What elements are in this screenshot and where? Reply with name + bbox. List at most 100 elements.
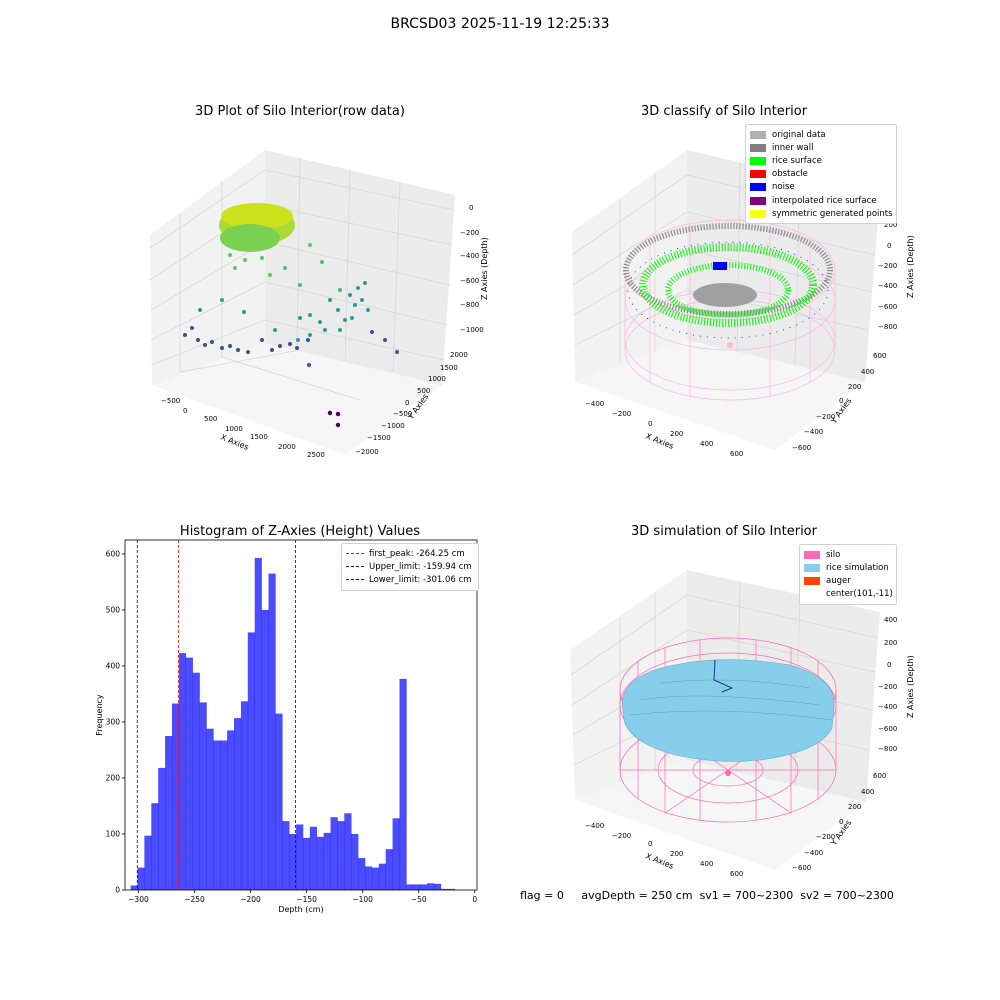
legend-item-rice-simulation: rice simulation: [804, 561, 892, 574]
histogram-bar: [392, 818, 400, 890]
y-tick-label: 300: [106, 718, 121, 727]
legend-swatch: [750, 183, 766, 192]
legend-item-inner-wall: inner wall: [750, 141, 892, 154]
legend-swatch: [750, 156, 766, 165]
svg-text:1000: 1000: [225, 425, 243, 433]
svg-text:−800: −800: [460, 301, 479, 309]
svg-text:−1000: −1000: [460, 326, 484, 334]
sv1-text: sv1 = 700~2300: [699, 889, 794, 902]
svg-text:−400: −400: [585, 822, 604, 830]
x-tick-label: −50: [411, 895, 427, 904]
svg-text:0: 0: [887, 661, 891, 669]
histogram-bar: [158, 767, 166, 890]
svg-text:1500: 1500: [250, 433, 268, 441]
svg-text:−400: −400: [585, 400, 604, 408]
histogram-bar: [227, 730, 235, 890]
svg-text:−200: −200: [612, 410, 631, 418]
svg-text:400: 400: [861, 368, 874, 376]
legend-line: [346, 566, 364, 568]
y-tick-label: 500: [106, 606, 121, 615]
histogram-bar: [413, 884, 421, 890]
histogram-bar: [151, 803, 159, 890]
svg-text:−1500: −1500: [367, 434, 391, 442]
svg-text:−500: −500: [161, 397, 180, 405]
legend-item-first-peak: first_peak: -264.25 cm: [346, 547, 474, 560]
histogram-bar: [289, 834, 297, 890]
histogram-bar: [178, 653, 187, 890]
svg-text:−200: −200: [878, 683, 897, 691]
figure-title: BRCSD03 2025-11-19 12:25:33: [390, 16, 610, 32]
svg-text:−200: −200: [878, 262, 897, 270]
legend-item-upper-limit: Upper_limit: -159.94 cm: [346, 560, 474, 573]
legend-swatch: [750, 143, 766, 152]
classify-plot-title: 3D classify of Silo Interior: [640, 104, 808, 119]
histogram-bar: [234, 718, 242, 890]
svg-text:200: 200: [848, 383, 861, 391]
histogram-bar: [165, 736, 173, 890]
legend-swatch: [750, 130, 766, 139]
raw-points-middle: [198, 281, 370, 342]
x-tick-label: −250: [184, 895, 205, 904]
histogram-bar: [185, 657, 193, 890]
legend-item-silo: silo: [804, 548, 892, 561]
legend-item-center: center(101,-11): [804, 588, 893, 601]
histogram-bar: [365, 866, 373, 890]
classify-legend: original data inner wall rice surface ob…: [745, 124, 897, 225]
svg-text:1000: 1000: [428, 375, 446, 383]
histogram-bar: [406, 884, 414, 890]
histogram-bar: [399, 678, 407, 890]
histogram-bar: [440, 888, 449, 890]
histogram-bar: [268, 573, 276, 890]
y-tick-label: 600: [106, 550, 121, 559]
svg-text:500: 500: [204, 415, 217, 423]
svg-text:0: 0: [648, 840, 652, 848]
status-footer: flag = 0 avgDepth = 250 cm sv1 = 700~230…: [520, 889, 894, 902]
histogram-bar: [385, 849, 393, 890]
legend-swatch: [804, 563, 820, 572]
svg-text:Z Axies (Depth): Z Axies (Depth): [906, 655, 915, 718]
svg-text:400: 400: [700, 860, 713, 868]
svg-text:−200: −200: [816, 413, 835, 421]
histogram-bar: [344, 813, 352, 890]
legend-swatch: [804, 590, 820, 599]
histogram-chart: −300 −250 −200 −150 −100 −50 0 0 100 200 300 400 500…: [95, 539, 478, 914]
svg-text:−400: −400: [804, 849, 823, 857]
histogram-bar: [220, 740, 228, 890]
x-tick-label: 0: [472, 895, 477, 904]
svg-text:Z Axies (Depth): Z Axies (Depth): [480, 237, 489, 300]
histogram-bar: [433, 883, 442, 890]
x-tick-label: −200: [240, 895, 261, 904]
svg-text:−200: −200: [460, 229, 479, 237]
svg-text:0: 0: [887, 242, 891, 250]
svg-text:0: 0: [648, 420, 652, 428]
classify-axis-ticks: −400 −200 0 200 400 600 600 400 200 0 −2…: [585, 201, 897, 458]
raw-3d-plot: −500 0 500 1000 1500 2000 2500 2000 1500…: [149, 150, 489, 459]
svg-text:−1000: −1000: [381, 422, 405, 430]
svg-text:0: 0: [469, 204, 473, 212]
legend-item-rice-surface: rice surface: [750, 154, 892, 167]
svg-text:200: 200: [670, 430, 683, 438]
x-tick-label: −300: [128, 895, 149, 904]
svg-text:−600: −600: [792, 444, 811, 452]
histogram-bar: [275, 713, 283, 890]
svg-text:400: 400: [861, 788, 874, 796]
histogram-bar: [199, 702, 207, 890]
svg-text:−400: −400: [460, 252, 479, 260]
histogram-bar: [427, 883, 435, 890]
classify-points: [623, 223, 833, 348]
histogram-bar: [337, 821, 345, 890]
legend-item-original-data: original data: [750, 128, 892, 141]
histogram-bar: [323, 832, 331, 890]
legend-swatch: [804, 576, 820, 585]
histogram-bar: [254, 557, 262, 890]
histogram-bar: [302, 837, 311, 890]
x-tick-label: −100: [352, 895, 373, 904]
histogram-bar: [282, 821, 290, 890]
svg-text:600: 600: [873, 772, 886, 780]
svg-text:0: 0: [183, 407, 187, 415]
histogram-bar: [206, 728, 214, 890]
x-tick-label: −150: [296, 895, 317, 904]
svg-text:200: 200: [884, 221, 897, 229]
raw-points-lower: [183, 326, 399, 367]
legend-swatch: [750, 170, 766, 179]
